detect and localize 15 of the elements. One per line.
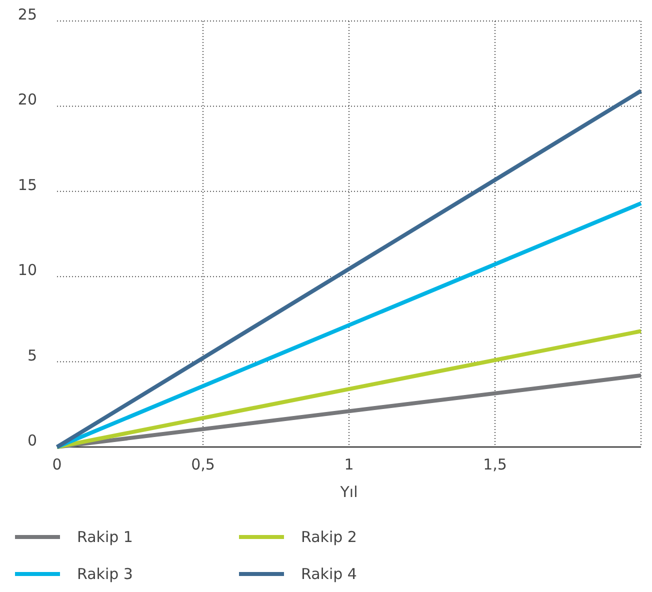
legend-label: Rakip 4 [301,565,357,583]
legend-label: Rakip 2 [301,528,357,546]
y-tick-label: 5 [27,346,37,364]
y-tick-label: 15 [18,176,37,194]
y-tick-label: 0 [27,432,37,450]
y-tick-label: 20 [18,90,37,109]
legend-label: Rakip 3 [77,565,133,583]
x-tick-label: 0 [52,456,62,474]
y-tick-label: 10 [18,261,37,280]
x-axis-title: Yıl [339,483,358,501]
y-tick-label: 25 [18,6,37,24]
x-tick-label: 1,5 [483,456,507,474]
x-tick-label: 0,5 [191,456,215,474]
legend-label: Rakip 1 [77,528,133,546]
x-tick-label: 1 [344,456,354,474]
